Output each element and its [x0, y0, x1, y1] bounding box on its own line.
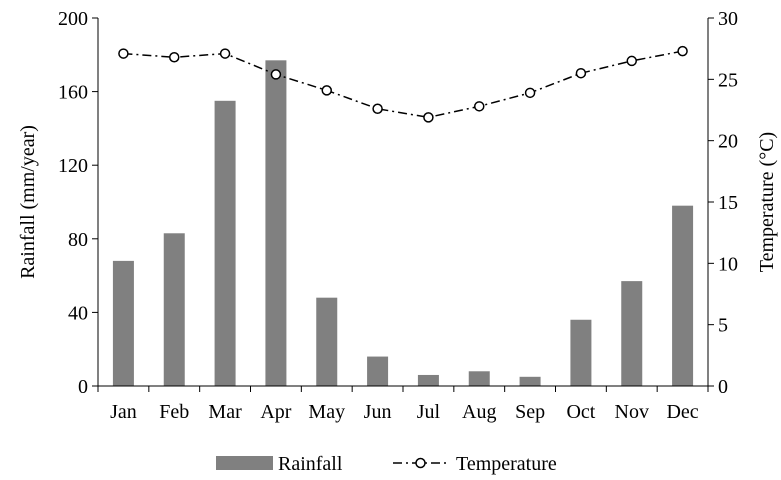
legend-temperature-label: Temperature	[456, 453, 557, 475]
temperature-point-apr	[270, 69, 282, 80]
right-tick-label: 5	[718, 315, 728, 337]
x-tick-label-mar: Mar	[208, 401, 242, 423]
temperature-point-mar	[219, 48, 231, 59]
rainfall-bar-nov	[621, 281, 643, 386]
rainfall-bar-jul	[417, 374, 439, 386]
left-tick-label: 80	[68, 229, 88, 251]
left-tick-label: 120	[58, 155, 88, 177]
temperature-point-nov	[626, 55, 637, 67]
temperature-point-feb	[169, 52, 180, 63]
rainfall-bar-jun	[367, 356, 389, 386]
temperature-line	[123, 50, 683, 119]
rainfall-bar-feb	[163, 233, 185, 386]
x-tick-label-feb: Feb	[159, 401, 189, 423]
legend-temperature-marker	[415, 457, 426, 469]
left-tick-label: 0	[78, 376, 88, 398]
right-tick-label: 25	[718, 69, 738, 91]
temperature-point-sep	[524, 87, 536, 99]
temperature-point-jan	[118, 48, 129, 59]
rainfall-bar-sep	[519, 376, 541, 386]
legend-rainfall-swatch	[216, 456, 273, 470]
rainfall-bars	[112, 60, 694, 387]
legend-rainfall-label: Rainfall	[278, 453, 343, 475]
temperature-point-aug	[474, 101, 485, 112]
rainfall-bar-dec	[672, 205, 694, 386]
temperature-line-layer	[118, 45, 688, 123]
rainfall-bar-mar	[214, 100, 236, 387]
x-tick-label-nov: Nov	[615, 401, 649, 423]
x-tick-label-oct: Oct	[566, 401, 595, 423]
rainfall-bar-oct	[570, 319, 592, 386]
chart-axes: 0 40 80 120 160 200 0 5 10 15 20 25 30 Jan Feb Mar Apr Ma…	[58, 8, 738, 423]
x-tick-label-jan: Jan	[110, 401, 137, 423]
chart-legend: Rainfall Temperature	[216, 453, 557, 475]
temperature-point-oct	[575, 67, 587, 79]
x-tick-label-sep: Sep	[515, 401, 545, 423]
x-tick-label-apr: Apr	[260, 401, 291, 423]
rainfall-bar-apr	[265, 60, 287, 386]
right-tick-label: 20	[718, 131, 738, 153]
right-tick-label: 10	[718, 253, 738, 275]
temperature-point-may	[321, 85, 332, 96]
x-tick-label-jul: Jul	[417, 401, 441, 423]
temperature-point-dec	[677, 45, 688, 57]
x-tick-label-may: May	[308, 401, 345, 423]
left-tick-label: 200	[58, 8, 88, 30]
rainfall-bar-jan	[112, 260, 134, 386]
rainfall-bar-aug	[468, 371, 490, 386]
x-tick-label-dec: Dec	[666, 401, 698, 423]
rainfall-bar-may	[316, 297, 338, 386]
right-tick-label: 15	[718, 192, 738, 214]
temperature-point-jul	[423, 112, 434, 123]
right-axis-title: Temperature (°C)	[756, 132, 778, 272]
x-tick-label-aug: Aug	[462, 401, 496, 423]
left-axis-title: Rainfall (mm/year)	[17, 125, 39, 279]
right-tick-label: 0	[718, 376, 728, 398]
temperature-point-jun	[372, 103, 383, 115]
left-tick-label: 160	[58, 82, 88, 104]
x-tick-label-jun: Jun	[364, 401, 392, 423]
left-tick-label: 40	[68, 302, 88, 324]
right-tick-label: 30	[718, 8, 738, 30]
